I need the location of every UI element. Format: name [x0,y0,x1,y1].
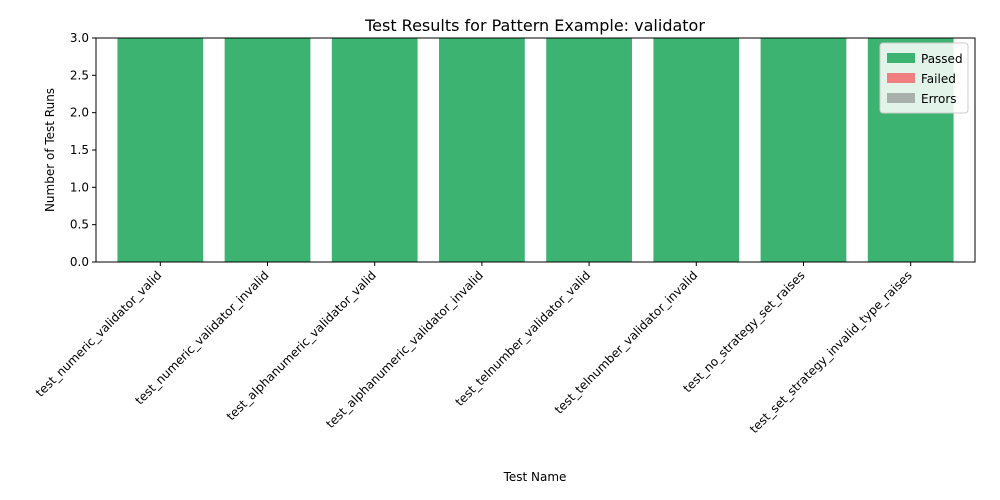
legend-label-errors: Errors [921,92,957,106]
legend: Passed Failed Errors [879,42,969,114]
y-axis-label: Number of Test Runs [43,88,57,212]
bar-passed-0 [117,38,204,262]
y-tick-label: 2.0 [70,106,89,120]
bar-passed-1 [224,38,311,262]
legend-swatch-failed [887,73,915,83]
bars-group [117,38,954,262]
x-tick-label: test_numeric_validator_valid [33,268,165,400]
y-tick-label: 1.5 [70,143,89,157]
y-tick-label: 3.0 [70,31,89,45]
bar-passed-6 [760,38,847,262]
chart-title: Test Results for Pattern Example: valida… [364,16,705,35]
bar-passed-3 [439,38,525,262]
y-tick-label: 2.5 [70,68,89,82]
x-axis: test_numeric_validator_validtest_numeric… [33,262,915,436]
y-tick-label: 0.5 [70,218,89,232]
legend-swatch-errors [887,93,915,103]
y-axis: 0.0 0.5 1.0 1.5 2.0 2.5 3.0 [70,31,96,269]
y-tick-label: 1.0 [70,180,89,194]
bar-passed-5 [653,38,740,262]
legend-swatch-passed [887,53,915,63]
x-axis-label: Test Name [503,470,567,484]
legend-label-passed: Passed [921,52,963,66]
legend-label-failed: Failed [921,72,956,86]
bar-passed-4 [546,38,632,262]
x-tick-label: test_no_strategy_set_raises [680,268,807,395]
bar-passed-2 [331,38,418,262]
y-tick-label: 0.0 [70,255,89,269]
